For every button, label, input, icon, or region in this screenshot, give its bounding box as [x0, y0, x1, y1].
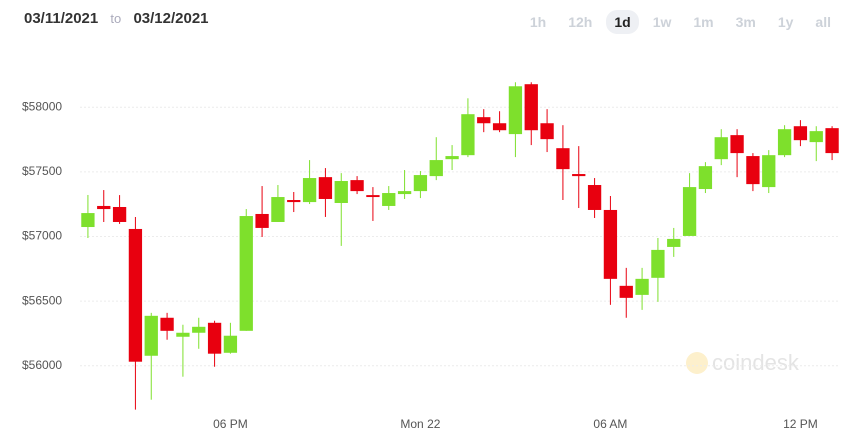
- candle-body: [508, 86, 523, 135]
- range-buttons: 1h 12h 1d 1w 1m 3m 1y all: [522, 10, 839, 34]
- candle-body: [793, 126, 808, 141]
- range-button[interactable]: 1d: [606, 10, 639, 34]
- candle-body: [556, 148, 570, 170]
- date-sep: to: [110, 11, 122, 26]
- range-button[interactable]: 1m: [693, 14, 714, 30]
- candle-body: [477, 117, 491, 124]
- candle-body: [651, 249, 665, 278]
- candle-body: [350, 180, 364, 192]
- range-button[interactable]: 1h: [529, 14, 547, 30]
- candle-body: [762, 155, 776, 188]
- candle-body: [128, 228, 143, 362]
- candle-body: [667, 238, 681, 247]
- date-to: 03/12/2021: [133, 10, 209, 27]
- candle-body: [825, 128, 839, 154]
- candle-body: [207, 322, 222, 354]
- candle-body: [176, 332, 190, 337]
- candle-body: [366, 195, 380, 198]
- candle-body: [714, 137, 728, 160]
- candle-body: [239, 216, 253, 331]
- candle-body: [682, 187, 697, 236]
- candle-body: [492, 123, 507, 131]
- range-button[interactable]: all: [815, 14, 831, 30]
- candle-body: [635, 278, 649, 295]
- candle-body: [461, 114, 475, 156]
- candle-body: [746, 156, 760, 185]
- candle-body: [429, 160, 443, 177]
- range-button[interactable]: 12h: [568, 14, 593, 30]
- x-tick-label: 06 AM: [593, 417, 627, 431]
- candle-body: [540, 123, 554, 140]
- candle-body: [160, 317, 174, 331]
- candle-body: [524, 84, 538, 131]
- candle-body: [730, 135, 744, 154]
- candle-body: [192, 326, 206, 333]
- candle-body: [603, 209, 618, 279]
- candle-body: [572, 174, 586, 177]
- y-tick-label: $58000: [22, 99, 62, 113]
- candle-body: [97, 205, 111, 210]
- date-from: 03/11/2021: [24, 10, 99, 27]
- x-tick-label: Mon 22: [400, 417, 440, 431]
- range-button[interactable]: 1y: [777, 14, 794, 30]
- candle-body: [318, 177, 333, 199]
- candle-body: [223, 335, 238, 353]
- candle-body: [255, 213, 269, 228]
- x-tick-label: 06 PM: [213, 417, 248, 431]
- candle-body: [302, 178, 317, 203]
- y-tick-label: $56500: [22, 293, 62, 307]
- x-tick-label: 12 PM: [783, 417, 818, 431]
- y-tick-label: $57000: [22, 229, 62, 243]
- range-button[interactable]: 1w: [652, 14, 672, 30]
- candle-body: [287, 200, 301, 203]
- y-tick-label: $57500: [22, 164, 62, 178]
- candle-body: [809, 131, 823, 143]
- candle-body: [445, 156, 459, 160]
- candle-body: [777, 129, 792, 156]
- candle-body: [112, 206, 127, 222]
- candle-body: [81, 213, 95, 228]
- candle-body: [619, 285, 633, 298]
- date-range: 03/11/2021 to 03/12/2021: [24, 10, 217, 27]
- candle-body: [587, 185, 602, 210]
- range-button[interactable]: 3m: [735, 14, 756, 30]
- candle-body: [382, 193, 396, 206]
- candle-body: [144, 315, 158, 356]
- watermark-logo: [686, 352, 708, 374]
- candle-body: [698, 166, 713, 190]
- watermark: coindesk: [712, 350, 800, 375]
- candle-body: [334, 181, 348, 203]
- candle-body: [271, 197, 285, 222]
- candle-body: [397, 191, 412, 195]
- candle-body: [413, 175, 428, 192]
- y-tick-label: $56000: [22, 358, 62, 372]
